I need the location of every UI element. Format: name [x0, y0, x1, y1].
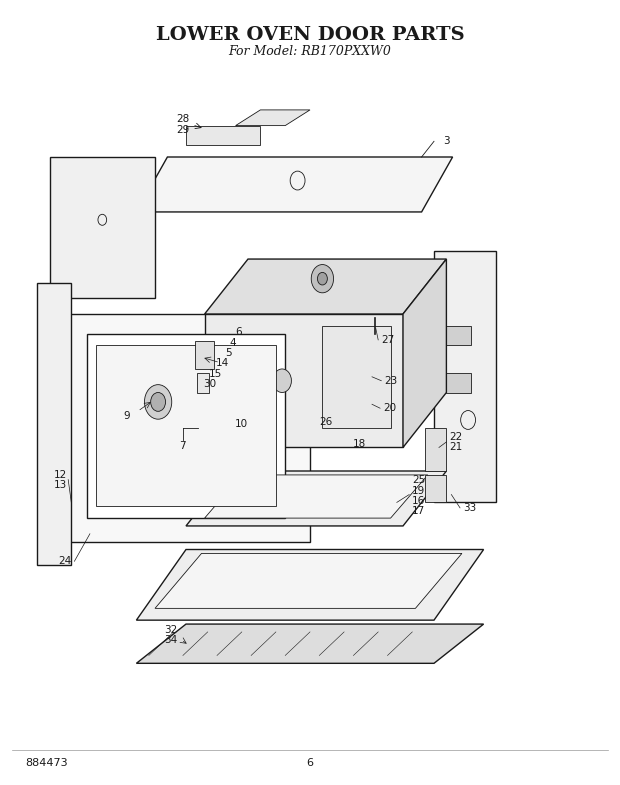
- Circle shape: [151, 392, 166, 411]
- Polygon shape: [197, 373, 209, 392]
- Polygon shape: [425, 475, 446, 502]
- Polygon shape: [322, 326, 391, 428]
- Text: 5: 5: [225, 349, 231, 358]
- Text: LOWER OVEN DOOR PARTS: LOWER OVEN DOOR PARTS: [156, 27, 464, 44]
- Polygon shape: [186, 471, 446, 526]
- Text: 23: 23: [384, 376, 397, 385]
- Text: 18: 18: [353, 439, 366, 448]
- Text: 27: 27: [381, 335, 394, 345]
- Polygon shape: [37, 283, 71, 565]
- Polygon shape: [136, 624, 484, 663]
- Text: 12: 12: [54, 470, 68, 480]
- Text: 26: 26: [319, 418, 332, 427]
- Polygon shape: [155, 553, 462, 608]
- Polygon shape: [50, 157, 155, 298]
- Circle shape: [317, 272, 327, 285]
- Text: 32: 32: [164, 625, 177, 634]
- Text: 9: 9: [124, 411, 130, 421]
- Text: 884473: 884473: [25, 758, 68, 768]
- Text: 29: 29: [176, 125, 190, 134]
- Polygon shape: [403, 259, 446, 447]
- Text: 34: 34: [164, 635, 177, 644]
- Polygon shape: [205, 259, 446, 314]
- Text: 33: 33: [463, 503, 477, 513]
- Text: 22: 22: [449, 433, 463, 442]
- Polygon shape: [205, 314, 403, 447]
- Polygon shape: [136, 550, 484, 620]
- Text: 6: 6: [306, 758, 314, 768]
- Text: 28: 28: [176, 115, 190, 124]
- Bar: [446, 326, 471, 345]
- Text: 20: 20: [383, 403, 396, 413]
- Polygon shape: [62, 314, 310, 542]
- Text: 24: 24: [58, 557, 72, 566]
- Polygon shape: [136, 157, 453, 212]
- Circle shape: [273, 369, 291, 392]
- Polygon shape: [205, 475, 428, 518]
- Text: 30: 30: [203, 379, 216, 389]
- Text: eReplacementParts.com: eReplacementParts.com: [234, 402, 386, 414]
- Text: 16: 16: [412, 496, 425, 506]
- Circle shape: [311, 265, 334, 293]
- Text: 15: 15: [209, 369, 223, 378]
- Text: 21: 21: [449, 443, 463, 452]
- Text: 14: 14: [215, 359, 229, 368]
- Text: For Model: RB170PXXW0: For Model: RB170PXXW0: [229, 45, 391, 57]
- Polygon shape: [425, 428, 446, 471]
- Polygon shape: [186, 126, 260, 145]
- Text: 17: 17: [412, 506, 425, 516]
- Polygon shape: [236, 110, 310, 126]
- Bar: [446, 373, 471, 392]
- Polygon shape: [195, 341, 214, 369]
- Text: 7: 7: [180, 441, 186, 451]
- Text: 6: 6: [236, 327, 242, 337]
- Text: 13: 13: [54, 480, 68, 490]
- Polygon shape: [434, 251, 496, 502]
- Text: 10: 10: [235, 419, 249, 429]
- Polygon shape: [87, 334, 285, 518]
- Circle shape: [144, 385, 172, 419]
- Polygon shape: [96, 345, 276, 506]
- Text: 3: 3: [443, 137, 449, 146]
- Text: 25: 25: [412, 476, 425, 485]
- Text: 4: 4: [229, 338, 236, 348]
- Text: 19: 19: [412, 486, 425, 495]
